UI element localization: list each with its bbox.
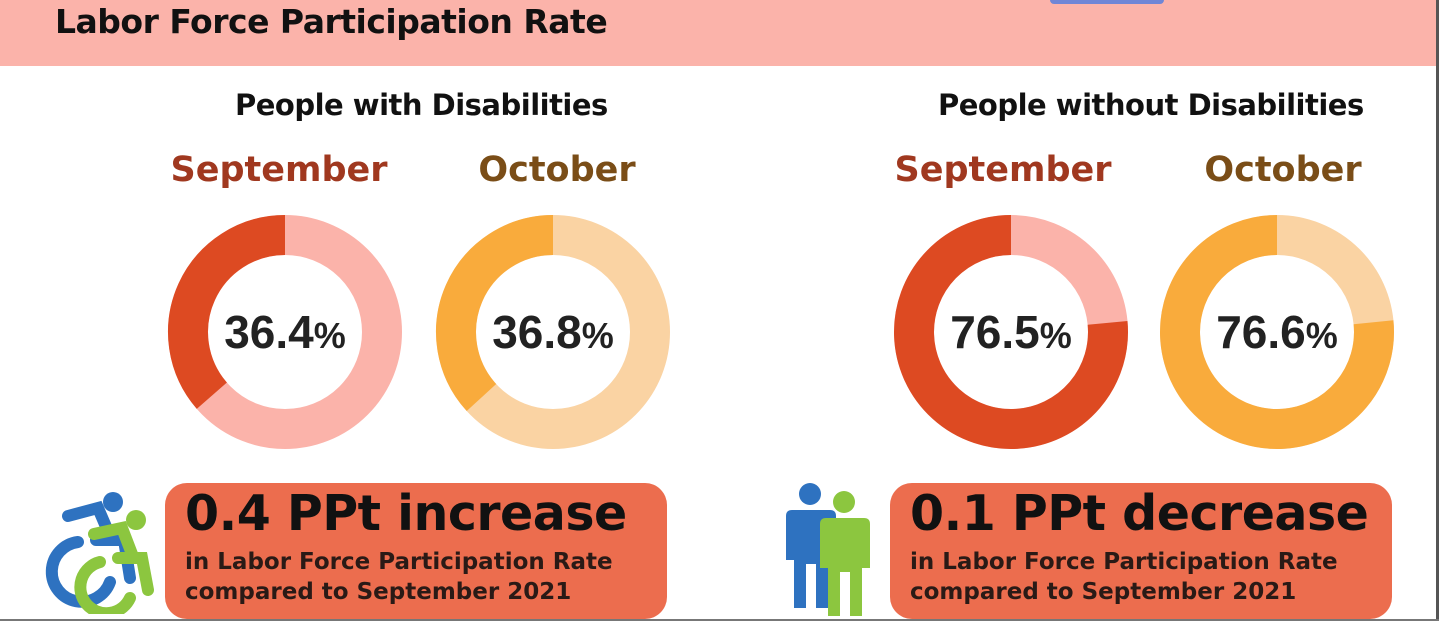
change-headline: 0.4 PPt increase bbox=[185, 485, 627, 542]
change-description-line2: compared to September 2021 bbox=[185, 579, 572, 605]
donut-segment bbox=[1160, 215, 1394, 449]
change-description-line2: compared to September 2021 bbox=[910, 579, 1297, 605]
donut-value-label: 76.6% bbox=[1216, 306, 1338, 358]
change-description-line1: in Labor Force Participation Rate bbox=[910, 549, 1338, 575]
donut-segment bbox=[168, 215, 286, 409]
donut-chart-sep-disabilities: 36.4% bbox=[168, 215, 402, 449]
donut-value-number: 76.5 bbox=[950, 306, 1040, 358]
accessibility-wheelchair-icon bbox=[45, 492, 154, 614]
header-tab-indicator bbox=[1050, 0, 1164, 4]
donut-chart-oct-disabilities: 36.8% bbox=[436, 215, 670, 449]
change-description: in Labor Force Participation Rate compar… bbox=[185, 547, 613, 607]
donut-value-percent: % bbox=[314, 315, 346, 356]
month-label-sep-1: September bbox=[170, 150, 388, 190]
people-standing-icon bbox=[786, 483, 870, 616]
donut-value-percent: % bbox=[1040, 315, 1072, 356]
donut-value-percent: % bbox=[1306, 315, 1338, 356]
donut-segment bbox=[894, 215, 1128, 449]
donut-value-percent: % bbox=[582, 315, 614, 356]
change-callout-no-disabilities: 0.1 PPt decrease in Labor Force Particip… bbox=[890, 483, 1392, 619]
change-description-line1: in Labor Force Participation Rate bbox=[185, 549, 613, 575]
page-title: Labor Force Participation Rate bbox=[55, 2, 608, 41]
donut-chart-oct-no-disabilities: 76.6% bbox=[1160, 215, 1394, 449]
change-headline: 0.1 PPt decrease bbox=[910, 485, 1369, 542]
group-title-no-disabilities: People without Disabilities bbox=[938, 88, 1364, 122]
donut-chart-sep-no-disabilities: 76.5% bbox=[894, 215, 1128, 449]
group-title-disabilities: People with Disabilities bbox=[235, 88, 608, 122]
header-banner: Labor Force Participation Rate bbox=[0, 0, 1439, 66]
month-label-oct-2: October bbox=[1204, 150, 1362, 190]
change-description: in Labor Force Participation Rate compar… bbox=[910, 547, 1338, 607]
window-bottom-edge bbox=[0, 619, 1439, 621]
window-edge bbox=[1436, 0, 1439, 621]
donut-value-number: 36.8 bbox=[492, 306, 582, 358]
change-callout-disabilities: 0.4 PPt increase in Labor Force Particip… bbox=[165, 483, 667, 619]
donut-value-label: 76.5% bbox=[950, 306, 1072, 358]
donut-value-label: 36.4% bbox=[224, 306, 346, 358]
donut-segment bbox=[436, 215, 554, 412]
donut-value-number: 76.6 bbox=[1216, 306, 1306, 358]
donut-value-label: 36.8% bbox=[492, 306, 614, 358]
donut-value-number: 36.4 bbox=[224, 306, 314, 358]
month-label-sep-2: September bbox=[894, 150, 1112, 190]
month-label-oct-1: October bbox=[478, 150, 636, 190]
